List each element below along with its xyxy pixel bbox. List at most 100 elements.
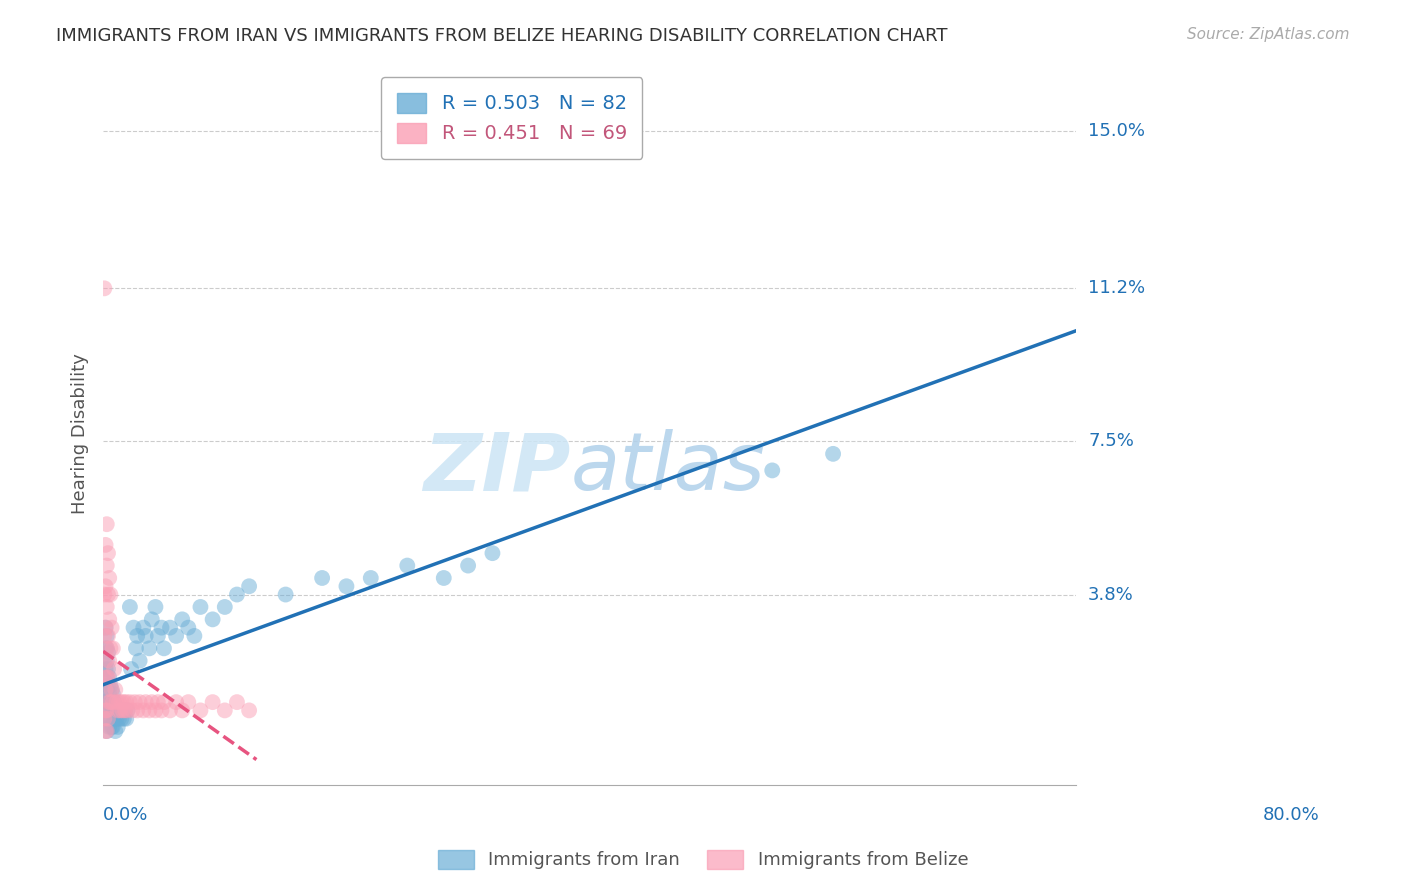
Point [98, 612, 121, 626]
Point [96, 629, 118, 643]
Point [172, 612, 194, 626]
Point [226, 588, 249, 602]
Point [125, 641, 148, 656]
Point [122, 621, 145, 635]
Y-axis label: Hearing Disability: Hearing Disability [72, 352, 89, 514]
Point [97, 712, 120, 726]
Point [138, 703, 160, 717]
Point [97, 679, 120, 693]
Point [108, 712, 131, 726]
Point [183, 629, 205, 643]
Point [214, 703, 236, 717]
Point [108, 695, 131, 709]
Point [105, 695, 128, 709]
Point [101, 703, 124, 717]
Point [93, 654, 115, 668]
Point [93, 588, 115, 602]
Point [274, 588, 297, 602]
Point [97, 695, 120, 709]
Point [94, 621, 117, 635]
Point [108, 703, 131, 717]
Point [100, 641, 122, 656]
Point [114, 703, 136, 717]
Point [100, 720, 122, 734]
Point [121, 703, 143, 717]
Text: 15.0%: 15.0% [1088, 122, 1144, 140]
Point [93, 629, 115, 643]
Point [823, 447, 845, 461]
Point [120, 662, 142, 676]
Point [145, 703, 167, 717]
Point [96, 724, 118, 739]
Point [97, 629, 120, 643]
Point [132, 703, 155, 717]
Point [761, 463, 783, 477]
Point [93, 712, 115, 726]
Point [153, 695, 176, 709]
Point [100, 703, 122, 717]
Point [96, 517, 118, 532]
Point [96, 558, 118, 573]
Point [145, 599, 167, 614]
Point [93, 670, 115, 684]
Point [94, 682, 117, 697]
Point [118, 695, 141, 709]
Point [201, 695, 224, 709]
Point [104, 682, 127, 697]
Point [96, 670, 118, 684]
Point [94, 712, 117, 726]
Point [101, 695, 124, 709]
Text: 11.2%: 11.2% [1088, 279, 1146, 297]
Text: 0.0%: 0.0% [103, 806, 149, 824]
Legend: R = 0.503   N = 82, R = 0.451   N = 69: R = 0.503 N = 82, R = 0.451 N = 69 [381, 77, 643, 159]
Point [94, 724, 117, 739]
Point [98, 654, 121, 668]
Point [128, 695, 150, 709]
Point [146, 629, 169, 643]
Point [190, 599, 212, 614]
Point [94, 662, 117, 676]
Point [226, 695, 249, 709]
Point [94, 538, 117, 552]
Point [159, 703, 181, 717]
Point [94, 682, 117, 697]
Point [117, 703, 139, 717]
Point [97, 662, 120, 676]
Point [124, 695, 146, 709]
Point [153, 641, 176, 656]
Point [100, 712, 122, 726]
Point [457, 558, 479, 573]
Point [141, 612, 163, 626]
Point [138, 641, 160, 656]
Point [103, 662, 125, 676]
Point [94, 703, 117, 717]
Point [141, 695, 163, 709]
Point [127, 629, 149, 643]
Text: IMMIGRANTS FROM IRAN VS IMMIGRANTS FROM BELIZE HEARING DISABILITY CORRELATION CH: IMMIGRANTS FROM IRAN VS IMMIGRANTS FROM … [56, 27, 948, 45]
Point [117, 703, 139, 717]
Point [94, 641, 117, 656]
Point [111, 703, 134, 717]
Text: Source: ZipAtlas.com: Source: ZipAtlas.com [1187, 27, 1350, 42]
Point [238, 703, 260, 717]
Text: atlas: atlas [571, 429, 765, 508]
Point [396, 558, 419, 573]
Point [100, 695, 122, 709]
Point [98, 571, 121, 585]
Point [94, 654, 117, 668]
Point [107, 703, 129, 717]
Legend: Immigrants from Iran, Immigrants from Belize: Immigrants from Iran, Immigrants from Be… [429, 841, 977, 879]
Point [98, 695, 121, 709]
Point [159, 621, 181, 635]
Point [118, 599, 141, 614]
Point [96, 724, 118, 739]
Point [135, 629, 157, 643]
Point [94, 579, 117, 593]
Point [111, 703, 134, 717]
Point [100, 679, 122, 693]
Point [96, 682, 118, 697]
Point [100, 682, 122, 697]
Point [96, 654, 118, 668]
Point [110, 712, 132, 726]
Point [150, 621, 173, 635]
